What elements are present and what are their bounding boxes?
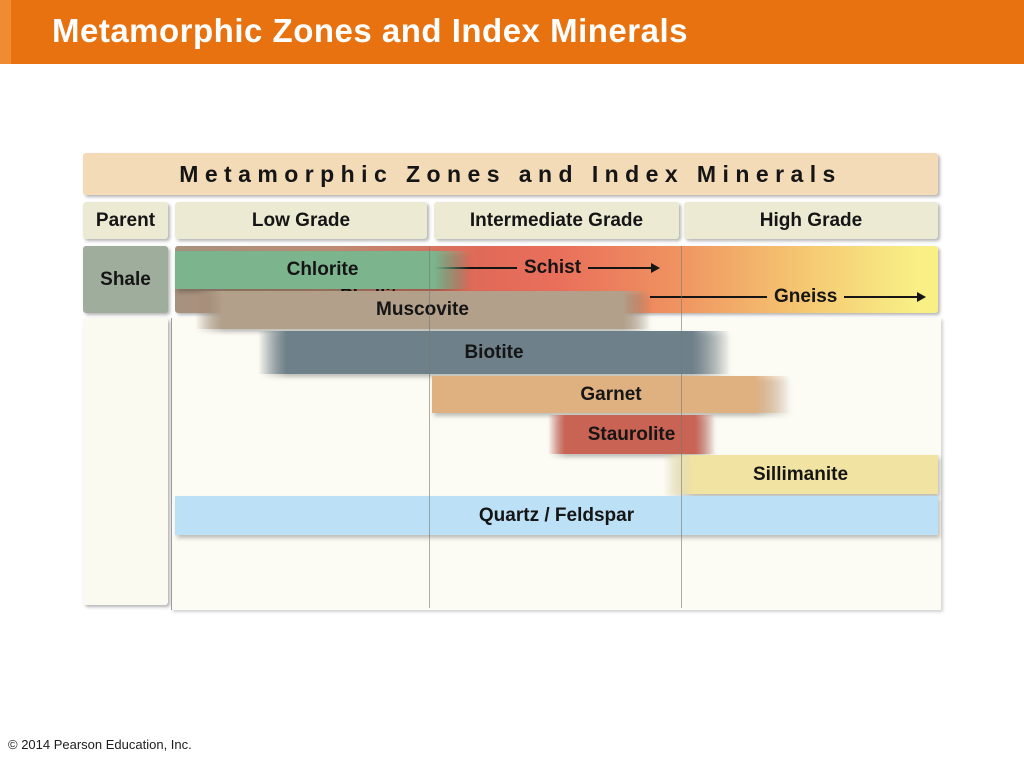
grade-divider-low-intermediate [429,246,430,608]
column-header-high-grade: High Grade [684,202,938,239]
figure-title-bar: Metamorphic Zones and Index Minerals [83,153,938,195]
rock-label-schist: Schist [524,257,582,278]
line-segment [650,296,767,298]
arrow-right-icon [588,263,661,273]
column-header-low-grade: Low Grade [175,202,427,239]
metamorphic-zones-figure: Metamorphic Zones and Index Minerals Par… [83,153,941,610]
mineral-bar-biotite: Biotite [258,331,730,374]
parent-rock-shale: Shale [83,246,168,313]
mineral-bar-garnet: Garnet [432,376,790,413]
mineral-bar-muscovite: Muscovite [195,291,650,329]
mineral-bar-staurolite: Staurolite [548,415,715,454]
mineral-bars: Chlorite Muscovite Biotite Garnet Stauro… [175,246,938,608]
rock-label-gneiss: Gneiss [774,286,838,307]
column-header-intermediate-grade: Intermediate Grade [434,202,679,239]
copyright-text: © 2014 Pearson Education, Inc. [8,737,192,752]
grade-divider-intermediate-high [681,246,682,608]
parent-column-blank-cell [83,318,168,605]
banner-accent-strip [0,0,11,64]
arrow-right-icon [844,292,927,302]
column-header-parent: Parent [83,202,168,239]
line-segment [430,267,517,269]
mineral-bar-sillimanite: Sillimanite [663,455,938,494]
mineral-bar-chlorite: Chlorite [175,251,470,289]
slide-title: Metamorphic Zones and Index Minerals [52,12,688,49]
mineral-bar-quartz-feldspar: Quartz / Feldspar [175,496,938,535]
sequence-schist: Schist [430,257,661,278]
sequence-gneiss: Gneiss [650,286,927,307]
slide-title-banner: Metamorphic Zones and Index Minerals [0,0,1024,64]
